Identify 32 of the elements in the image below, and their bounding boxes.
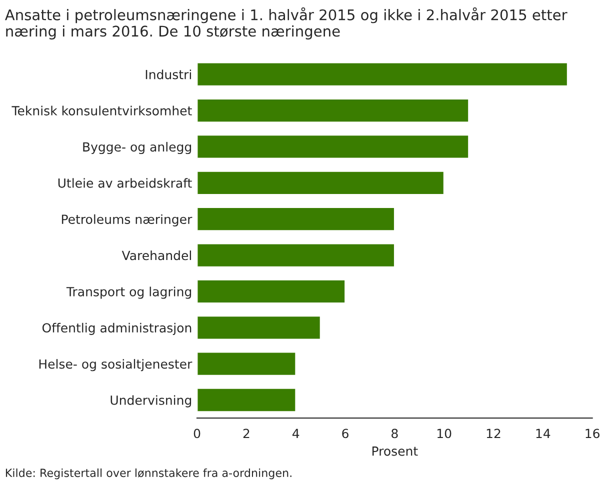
bar: [197, 278, 346, 304]
y-tick-label: Undervisning: [110, 395, 192, 408]
bar: [197, 206, 396, 232]
chart-title: Ansatte i petroleumsnæringene i 1. halvår 2015 og ikke i 2.halvår 2015 etter næring i mars 2016. De 10 største næringene: [4, 7, 568, 40]
y-tick-label: Industri: [146, 70, 191, 80]
bar: [197, 62, 568, 87]
y-tick-label: Bygge- og anlegg: [83, 142, 192, 154]
bar: [197, 98, 470, 123]
y-tick-label: Helse- og sosialtjenester: [39, 359, 192, 372]
y-tick-label: Petroleums næringer: [62, 214, 192, 226]
x-tick-label: 8: [392, 428, 398, 438]
y-tick-label: Utleie av arbeidskraft: [58, 178, 192, 188]
x-tick-label: 10: [438, 428, 452, 438]
bar: [197, 134, 470, 160]
x-tick-label: 12: [486, 428, 500, 438]
y-tick-label: Offentlig administrasjon: [42, 322, 192, 335]
x-tick-label: 6: [342, 428, 348, 438]
y-tick-label: Teknisk konsulentvirksomhet: [12, 106, 192, 116]
y-tick-label: Varehandel: [122, 250, 191, 260]
bar: [197, 315, 322, 340]
bar: [197, 351, 297, 376]
y-tick-label: Transport og lagring: [66, 286, 192, 299]
x-tick-label: 16: [586, 428, 600, 438]
x-axis-title: Prosent: [372, 446, 418, 456]
text: Kilde: Registertall over lønnstakere fra a-ordningen.: [6, 468, 292, 480]
x-tick-label: 0: [194, 428, 200, 438]
x-tick-label: 4: [292, 428, 300, 438]
bar: [197, 170, 445, 196]
x-tick-label: 2: [243, 428, 250, 438]
bar: [197, 388, 297, 412]
bar: [197, 242, 396, 268]
x-tick-label: 14: [536, 428, 550, 438]
